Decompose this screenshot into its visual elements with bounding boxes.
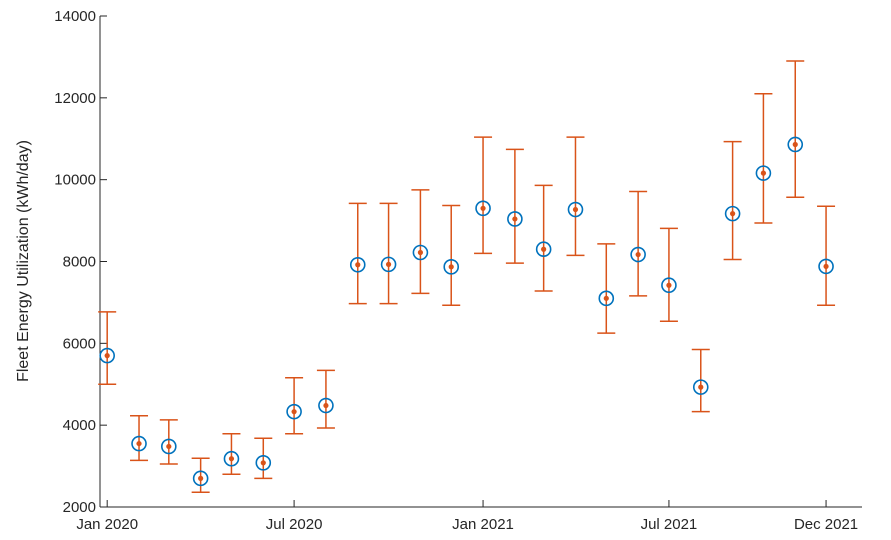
- error-bar-center-dot: [480, 205, 486, 211]
- error-bar-center-dot: [635, 251, 641, 258]
- error-bar-center-dot: [355, 262, 361, 268]
- axes: 2000 4000 6000 8000 10000 12000 14000 Jan 2020 J…: [54, 8, 862, 533]
- y-tick-label: 4000: [63, 417, 96, 434]
- y-tick-label: 14000: [54, 8, 96, 25]
- error-bar-center-dot: [760, 170, 767, 176]
- data-point: [787, 136, 804, 153]
- error-bar-center-dot: [541, 246, 547, 252]
- error-bar: [659, 227, 678, 322]
- error-bar: [474, 136, 493, 255]
- data-point: [630, 246, 646, 263]
- data-point: [692, 379, 709, 395]
- data-point: [131, 435, 147, 452]
- error-bar: [348, 202, 367, 305]
- data-point: [567, 201, 584, 218]
- error-bar-center-dot: [136, 440, 142, 447]
- data-point: [223, 450, 240, 467]
- data-point: [99, 347, 115, 364]
- error-bar-center-dot: [572, 206, 579, 213]
- data-point: [349, 256, 366, 273]
- data-point: [755, 165, 772, 181]
- error-bar: [159, 419, 178, 465]
- error-bar: [254, 437, 273, 480]
- error-bar: [379, 202, 398, 305]
- error-bar-center-dot: [792, 141, 798, 148]
- error-bar-center-dot: [512, 216, 518, 222]
- error-bar-center-dot: [198, 475, 204, 481]
- data-point: [318, 397, 334, 414]
- x-tick-label: Jul 2021: [641, 516, 698, 533]
- error-bar: [786, 60, 805, 199]
- data-point: [818, 258, 834, 275]
- error-bar-center-dot: [448, 264, 454, 270]
- data-point: [161, 438, 177, 455]
- y-tick-label: 10000: [54, 172, 96, 189]
- error-bar-center-dot: [730, 211, 736, 217]
- y-axis-label: Fleet Energy Utilization (kWh/day): [15, 140, 32, 382]
- error-bar: [534, 184, 553, 292]
- error-bar: [285, 376, 304, 435]
- data-point: [507, 211, 523, 227]
- y-tick-label: 6000: [63, 335, 96, 352]
- error-bar: [566, 136, 585, 257]
- data-markers: [99, 136, 834, 487]
- error-bar-center-dot: [666, 282, 672, 288]
- x-tick-label: Dec 2021: [794, 516, 858, 533]
- error-bar-center-dot: [166, 443, 172, 450]
- data-point: [443, 259, 460, 275]
- data-point: [724, 205, 741, 222]
- x-tick-label: Jan 2021: [452, 516, 514, 533]
- data-point: [535, 241, 552, 258]
- x-tick-label: Jul 2020: [266, 516, 323, 533]
- y-tick-label: 8000: [63, 254, 96, 271]
- error-bar-center-dot: [291, 409, 297, 415]
- error-bar-center-dot: [698, 384, 704, 390]
- data-point: [255, 455, 272, 471]
- error-bar: [817, 205, 836, 307]
- error-bar: [754, 92, 773, 224]
- error-bar-center-dot: [260, 460, 266, 466]
- data-point: [286, 403, 302, 420]
- error-bar: [130, 415, 149, 462]
- error-bar: [222, 433, 241, 476]
- error-bars: [98, 60, 836, 494]
- y-tick-label: 12000: [54, 90, 96, 107]
- error-bar: [723, 140, 742, 261]
- error-bar: [629, 190, 648, 297]
- error-bar: [505, 148, 524, 264]
- data-point: [192, 470, 209, 487]
- error-bar: [597, 243, 616, 334]
- data-point: [598, 290, 615, 307]
- error-bar-center-dot: [417, 249, 424, 256]
- error-bar-center-dot: [228, 456, 235, 462]
- data-point: [380, 256, 397, 273]
- error-bar-center-dot: [823, 263, 829, 270]
- data-point: [475, 200, 491, 217]
- x-tick-label: Jan 2020: [76, 516, 138, 533]
- error-bar: [442, 204, 461, 307]
- error-bar: [191, 457, 210, 494]
- error-bar-center-dot: [104, 353, 110, 359]
- y-tick-label: 2000: [63, 499, 96, 516]
- error-bar-center-dot: [603, 295, 609, 301]
- error-bar-center-dot: [385, 261, 392, 267]
- error-bar-center-dot: [323, 402, 329, 409]
- data-point: [661, 277, 677, 294]
- error-bar: [411, 189, 430, 295]
- data-point: [412, 244, 429, 261]
